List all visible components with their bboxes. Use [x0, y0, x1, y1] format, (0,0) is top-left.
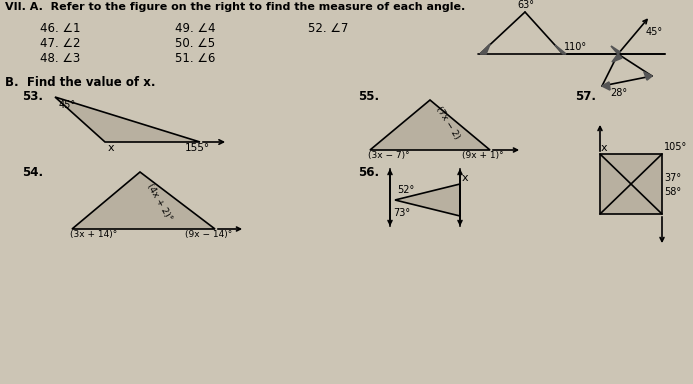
Text: 28°: 28°	[610, 88, 627, 98]
Text: 51. ∠6: 51. ∠6	[175, 52, 216, 65]
Polygon shape	[644, 72, 652, 80]
Text: x: x	[462, 173, 468, 183]
Text: 155°: 155°	[185, 143, 210, 153]
Text: (7x − 2): (7x − 2)	[434, 105, 462, 141]
Text: 63°: 63°	[517, 0, 534, 10]
Polygon shape	[395, 184, 460, 216]
Text: (3x − 7)°: (3x − 7)°	[368, 151, 410, 160]
Text: 47. ∠2: 47. ∠2	[40, 37, 80, 50]
Text: 52°: 52°	[397, 185, 414, 195]
Text: 73°: 73°	[393, 208, 410, 218]
Text: 49. ∠4: 49. ∠4	[175, 22, 216, 35]
Text: 110°: 110°	[564, 42, 587, 52]
Text: 50. ∠5: 50. ∠5	[175, 37, 215, 50]
Polygon shape	[600, 154, 662, 214]
Text: 55.: 55.	[358, 90, 379, 103]
Text: x: x	[108, 143, 114, 153]
Text: 54.: 54.	[22, 166, 43, 179]
Polygon shape	[370, 100, 490, 150]
Text: 45°: 45°	[646, 27, 663, 37]
Polygon shape	[555, 45, 566, 54]
Text: (9x + 1)°: (9x + 1)°	[462, 151, 504, 160]
Text: 48. ∠3: 48. ∠3	[40, 52, 80, 65]
Text: (4x + 2)°: (4x + 2)°	[145, 182, 173, 222]
Text: 57.: 57.	[575, 90, 596, 103]
Polygon shape	[602, 82, 610, 90]
Text: x: x	[601, 143, 608, 153]
Text: B.  Find the value of x.: B. Find the value of x.	[5, 76, 155, 89]
Text: (3x + 14)°: (3x + 14)°	[70, 230, 117, 239]
Text: 56.: 56.	[358, 166, 379, 179]
Polygon shape	[55, 97, 200, 142]
Polygon shape	[612, 54, 622, 62]
Text: 53.: 53.	[22, 90, 43, 103]
Polygon shape	[611, 46, 620, 54]
Text: 58°: 58°	[664, 187, 681, 197]
Text: VII. A.  Refer to the figure on the right to find the measure of each angle.: VII. A. Refer to the figure on the right…	[5, 2, 465, 12]
Text: 45°: 45°	[59, 100, 76, 110]
Text: (9x − 14)°: (9x − 14)°	[185, 230, 232, 239]
Polygon shape	[72, 172, 215, 229]
Text: 37°: 37°	[664, 173, 681, 183]
Text: 52. ∠7: 52. ∠7	[308, 22, 349, 35]
Text: 105°: 105°	[664, 142, 687, 152]
Polygon shape	[480, 44, 490, 54]
Text: 46. ∠1: 46. ∠1	[40, 22, 80, 35]
